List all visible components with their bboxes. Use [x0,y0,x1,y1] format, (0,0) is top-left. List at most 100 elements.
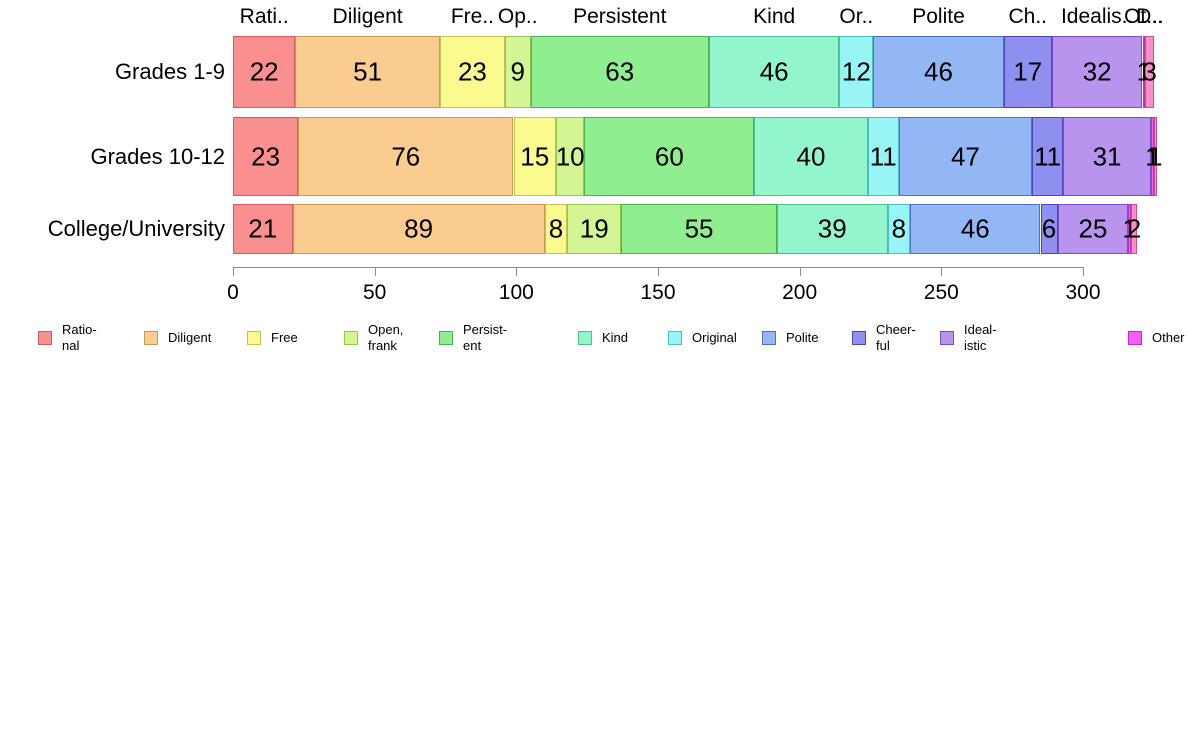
legend-item-open-frank: Open, frank [344,322,403,354]
segment-value-label: 46 [924,56,953,87]
legend-label: Ideal-istic [964,322,997,354]
legend-label: Free [271,330,298,346]
segment-value-label: 23 [251,141,281,171]
legend-label-line: frank [368,338,397,353]
legend-label: Open, frank [368,322,403,354]
legend-label-line: Persist- [463,322,508,337]
legend-label-line: Other [1152,330,1185,345]
segment-value-label: 32 [1082,56,1112,87]
series-top-label: Polite [912,5,965,28]
legend-item-original: Original [668,330,737,346]
bar-segment-idealistic: 25 [1057,204,1129,254]
bar-row: College/University 21 89 8 19 55 39 8 46 6 25 1 2 [0,204,1188,254]
legend-label-line: Free [271,330,298,345]
segment-value-label: 8 [891,213,907,244]
bar-segment-cheerful: 6 [1040,204,1058,254]
segment-value-label: 6 [1041,213,1057,244]
bar-segment-d-: 2 [1127,204,1141,254]
segment-value-label: 12 [841,56,871,87]
bar-segment-diligent: 51 [295,36,440,108]
x-axis-tick-label: 0 [227,281,239,304]
bar-segment-rational: 22 [233,36,296,108]
bar-segment-original: 8 [887,204,911,254]
legend-label: Polite [786,330,819,346]
x-axis-tick-label: 200 [782,281,818,304]
segment-value-label: 11 [869,141,897,171]
bar-row: Grades 1-9 22 51 23 9 63 46 12 46 17 32 1 3 [0,36,1188,108]
legend-item-free: Free [247,330,298,346]
bar-segment-idealistic: 32 [1051,36,1143,108]
bar-segment-d-: 3 [1142,36,1157,108]
legend-item-rational: Ratio-nal [38,322,97,354]
bar-segment-free: 23 [439,36,505,108]
legend-swatch [1128,331,1142,345]
bar-segment-rational: 23 [233,117,299,196]
segment-value-label: 89 [404,213,434,244]
legend-label-line: Ideal- [964,322,997,337]
legend-swatch [668,331,682,345]
segment-value-label: 31 [1092,141,1122,171]
bar-segment-kind: 46 [709,36,840,108]
x-axis-tick-label: 50 [362,281,387,304]
segment-value-label: 21 [248,213,278,244]
segment-value-label: 46 [960,213,990,244]
legend-label-line: nal [62,338,80,353]
x-axis-tick [799,267,801,276]
bar-segment-idealistic: 31 [1063,117,1151,196]
legend-swatch [247,331,261,345]
series-top-label: Idealis.. [1060,5,1134,28]
stacked-bar-chart: Rati.. Diligent Fre.. Op.. Persistent Kind Or.… [0,5,1188,354]
x-axis-tick [1083,267,1084,276]
segment-value-label: 51 [353,56,383,87]
segment-value-label: 40 [796,141,826,171]
legend-swatch [578,331,592,345]
legend-swatch [852,331,866,345]
legend-label: Diligent [168,330,211,346]
bar-segment-diligent: 89 [292,204,545,254]
legend-swatch [439,331,453,345]
x-axis-tick-label: 250 [923,281,959,304]
legend-label: Original [692,330,737,346]
bar-segment-persistent: 63 [530,36,709,108]
legend-swatch [762,331,776,345]
series-top-label: Ot... [1124,5,1164,28]
legend-label-line: Open, [368,322,404,337]
legend-item-kind: Kind [578,330,628,346]
x-axis-tick [658,267,659,276]
bar-segment-original: 12 [839,36,874,108]
x-axis-tick [941,267,943,276]
series-top-label: Op.. [497,5,538,28]
legend-label-line: Kind [602,330,629,345]
bar-segment-d-: 1 [1148,117,1162,196]
segment-value-label: 47 [950,141,980,171]
segment-value-label: 9 [510,56,525,87]
bar-segment-free: 15 [513,117,556,196]
bar-segment-diligent: 76 [298,117,514,196]
bar-row: Grades 10-12 23 76 15 10 60 40 11 47 11 31 1 1 [0,117,1188,196]
row-label: College/University [47,216,225,241]
series-top-label: Ch.. [1008,5,1048,28]
bar-segment-cheerful: 11 [1032,117,1064,196]
segment-value-label: 8 [548,213,564,244]
legend-label-line: Diligent [168,330,212,345]
bar-segment-persistent: 60 [584,117,755,196]
legend-swatch [940,331,954,345]
legend-label-line: ent [463,338,482,353]
legend-label-line: istic [964,338,987,353]
bar-segment-polite: 47 [898,117,1032,196]
segment-value-label: 1 [1148,141,1163,171]
legend-label: Kind [602,330,628,346]
legend-swatch [144,331,158,345]
series-top-label: Diligent [332,5,403,28]
segment-value-label: 15 [520,141,550,171]
series-top-label: D.. [1136,5,1163,28]
segment-value-label: 60 [654,141,684,171]
legend-item-other: Other [1128,330,1185,346]
bar-segment-original: 11 [867,117,899,196]
segment-value-label: 46 [759,56,789,87]
x-axis-tick [516,267,518,276]
legend-label-line: Polite [786,330,819,345]
legend-swatch [38,331,52,345]
segment-value-label: 23 [457,56,487,87]
series-top-label: Persistent [573,5,667,28]
